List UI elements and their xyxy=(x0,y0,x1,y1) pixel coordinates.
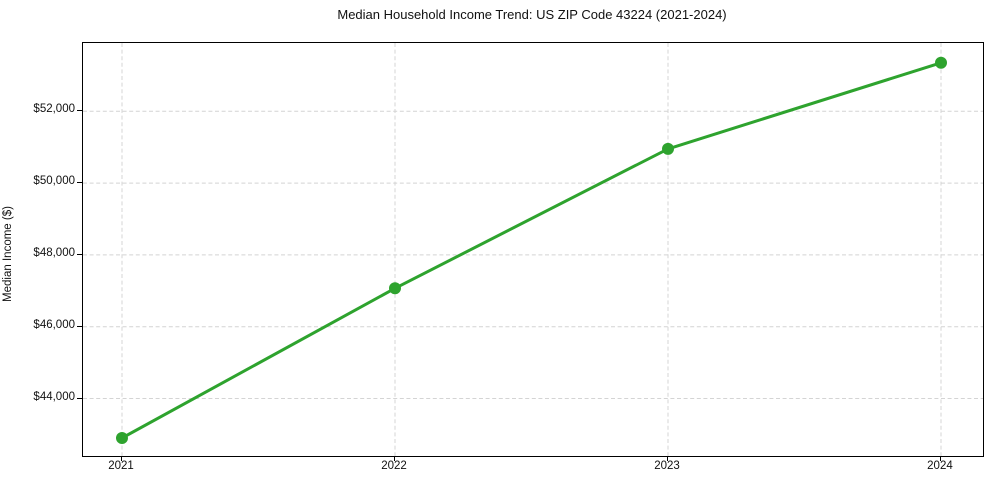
data-point xyxy=(389,282,401,295)
x-tick-label: 2022 xyxy=(381,460,407,472)
y-tick-label: $50,000 xyxy=(33,175,75,188)
data-point xyxy=(116,432,128,444)
line-chart-canvas xyxy=(83,43,983,456)
y-tick-label: $52,000 xyxy=(33,103,75,116)
y-tick-mark xyxy=(77,110,82,112)
x-tick-mark xyxy=(666,456,669,461)
y-tick-mark xyxy=(77,253,82,256)
y-tick-label: $44,000 xyxy=(33,390,75,403)
x-tick-mark xyxy=(939,456,942,461)
x-tick-label: 2024 xyxy=(927,460,953,472)
y-tick-label: $46,000 xyxy=(33,318,75,331)
x-tick-mark xyxy=(121,456,123,461)
y-tick-label: $48,000 xyxy=(33,246,75,259)
x-tick-label: 2023 xyxy=(654,460,680,472)
x-tick-label: 2021 xyxy=(108,460,134,472)
y-tick-mark xyxy=(77,182,82,184)
chart-title: Median Household Income Trend: US ZIP Co… xyxy=(337,7,727,22)
y-tick-mark xyxy=(77,325,82,327)
data-point xyxy=(935,56,947,69)
y-tick-mark xyxy=(77,397,82,399)
income-trend-line xyxy=(120,61,943,440)
data-point xyxy=(662,142,674,155)
x-tick-mark xyxy=(394,456,396,461)
plot-area xyxy=(82,42,984,457)
